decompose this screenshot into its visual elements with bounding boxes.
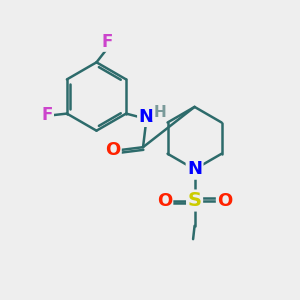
Text: O: O bbox=[217, 191, 232, 209]
Text: F: F bbox=[101, 32, 113, 50]
Text: H: H bbox=[154, 105, 166, 120]
Text: N: N bbox=[187, 160, 202, 178]
Text: F: F bbox=[41, 106, 53, 124]
Text: O: O bbox=[105, 141, 120, 159]
Text: S: S bbox=[188, 191, 202, 210]
Text: O: O bbox=[157, 191, 172, 209]
Text: N: N bbox=[139, 108, 154, 126]
